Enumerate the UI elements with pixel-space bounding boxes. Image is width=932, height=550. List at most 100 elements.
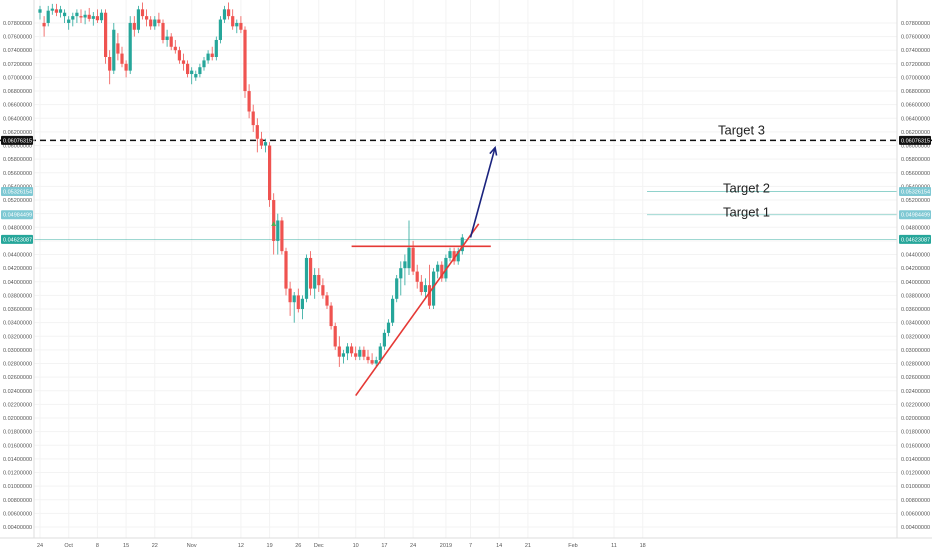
candle-body — [296, 295, 300, 310]
candle-body — [444, 257, 448, 279]
candle-body — [382, 332, 386, 347]
candle-body — [366, 356, 370, 361]
price-badge-text-left: 0.05326154 — [3, 189, 32, 195]
y-tick-label-right: 0.02400000 — [901, 389, 930, 395]
candle-body — [149, 19, 153, 27]
candle-body — [161, 22, 165, 40]
x-tick-label: 14 — [496, 543, 502, 549]
candle-body — [391, 298, 395, 323]
candle-body — [313, 274, 317, 289]
candle-body — [177, 50, 181, 61]
price-badge-right — [899, 234, 931, 244]
candle-body — [309, 257, 313, 289]
candle-body — [46, 10, 50, 23]
x-tick-label: 24 — [410, 543, 416, 549]
y-tick-label-right: 0.07600000 — [901, 35, 930, 41]
y-tick-label-right: 0.01200000 — [901, 471, 930, 477]
candle-body — [378, 346, 382, 361]
price-badge-text-right: 0.04984499 — [901, 213, 930, 219]
y-tick-label-left: 0.00800000 — [3, 498, 32, 504]
y-tick-label-left: 0.02800000 — [3, 362, 32, 368]
candle-body — [415, 271, 419, 282]
candle-body — [374, 360, 378, 364]
x-tick-label: 19 — [267, 543, 273, 549]
price-badge-left — [1, 135, 33, 145]
y-tick-label-right: 0.00600000 — [901, 511, 930, 517]
y-tick-label-left: 0.04400000 — [3, 253, 32, 259]
y-tick-label-left: 0.05600000 — [3, 171, 32, 177]
y-tick-label-left: 0.03800000 — [3, 293, 32, 299]
candle-body — [333, 326, 337, 347]
candle-body — [407, 247, 411, 269]
candle-body — [210, 53, 214, 57]
projection-arrow-line — [469, 147, 496, 238]
x-tick-label: 15 — [123, 543, 129, 549]
candle-body — [292, 295, 296, 303]
candle-body — [145, 16, 149, 20]
candle-body — [329, 305, 333, 327]
price-badge-text-right: 0.04623087 — [901, 237, 930, 243]
price-badge-left — [1, 210, 33, 220]
candle-body — [456, 251, 460, 262]
candle-body — [58, 9, 63, 13]
candle-body — [128, 22, 132, 71]
candle-body — [95, 16, 99, 21]
y-tick-label-left: 0.03400000 — [3, 321, 32, 327]
candle-body — [54, 9, 58, 13]
candle-body — [83, 14, 87, 18]
price-badge-text-left: 0.04984499 — [3, 213, 32, 219]
y-tick-label-right: 0.00800000 — [901, 498, 930, 504]
y-axis-left: 0.07800000 0.07600000 0.07400000 0.07200000… — [3, 21, 32, 531]
candle-body — [268, 145, 272, 201]
y-tick-label-right: 0.06800000 — [901, 89, 930, 95]
x-tick-label: 12 — [238, 543, 244, 549]
candle-body — [87, 14, 91, 19]
price-badge-text-left: 0.04623087 — [3, 237, 32, 243]
y-tick-label-left: 0.01400000 — [3, 457, 32, 463]
y-tick-label-right: 0.06400000 — [901, 116, 930, 122]
y-tick-label-right: 0.01000000 — [901, 484, 930, 490]
candle-body — [452, 251, 456, 262]
candle-body — [440, 264, 444, 279]
candle-body — [399, 268, 403, 279]
x-tick-label: 26 — [295, 543, 301, 549]
y-tick-label-left: 0.04200000 — [3, 266, 32, 272]
y-tick-label-left: 0.01200000 — [3, 471, 32, 477]
candle-body — [411, 247, 415, 272]
y-tick-label-left: 0.00400000 — [3, 525, 32, 531]
candle-body — [124, 63, 128, 71]
candle-body — [317, 274, 321, 286]
y-tick-label-left: 0.02200000 — [3, 402, 32, 408]
y-tick-label-right: 0.03200000 — [901, 334, 930, 340]
candle-body — [432, 271, 436, 306]
candles — [38, 2, 464, 367]
x-tick-label: Dec — [314, 543, 324, 549]
candle-body — [362, 349, 366, 357]
y-tick-label-left: 0.03600000 — [3, 307, 32, 313]
y-tick-label-left: 0.03200000 — [3, 334, 32, 340]
x-tick-label: 7 — [469, 543, 472, 549]
candle-body — [345, 346, 350, 354]
candle-body — [173, 46, 177, 51]
y-tick-label-left: 0.06200000 — [3, 130, 32, 136]
y-tick-label-left: 0.04800000 — [3, 225, 32, 231]
candle-body — [206, 53, 210, 61]
candle-body — [350, 346, 354, 354]
grid — [34, 0, 897, 538]
y-tick-label-left: 0.07000000 — [3, 75, 32, 81]
candle-body — [403, 261, 407, 269]
x-tick-label: 22 — [152, 543, 158, 549]
y-tick-label-left: 0.01800000 — [3, 430, 32, 436]
candle-body — [427, 285, 432, 306]
candle-body — [288, 288, 292, 303]
candle-body — [79, 16, 83, 18]
candle-body — [239, 22, 243, 30]
candle-body — [235, 22, 239, 27]
candle-body — [75, 12, 79, 17]
x-tick-label: 18 — [640, 543, 646, 549]
x-tick-label: Feb — [568, 543, 577, 549]
y-tick-label-right: 0.03000000 — [901, 348, 930, 354]
candle-body — [284, 251, 288, 289]
candle-body — [165, 36, 169, 40]
